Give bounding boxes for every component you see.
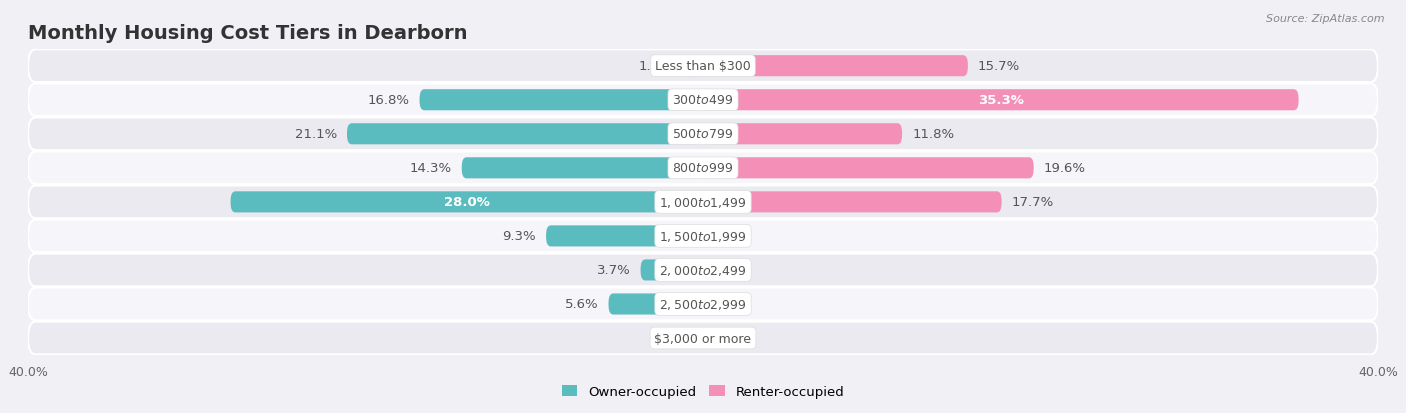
FancyBboxPatch shape (347, 124, 703, 145)
FancyBboxPatch shape (28, 84, 1378, 117)
FancyBboxPatch shape (703, 124, 903, 145)
Text: 15.7%: 15.7% (979, 60, 1021, 73)
FancyBboxPatch shape (703, 90, 1299, 111)
FancyBboxPatch shape (28, 186, 1378, 218)
Text: 5.6%: 5.6% (565, 298, 599, 311)
FancyBboxPatch shape (28, 254, 1378, 287)
Text: 3.7%: 3.7% (596, 264, 630, 277)
FancyBboxPatch shape (28, 220, 1378, 253)
FancyBboxPatch shape (28, 152, 1378, 185)
FancyBboxPatch shape (703, 56, 967, 77)
Text: 0.0%: 0.0% (713, 332, 747, 345)
Text: 0.0%: 0.0% (713, 264, 747, 277)
Text: 1.2%: 1.2% (638, 60, 672, 73)
Text: $1,500 to $1,999: $1,500 to $1,999 (659, 229, 747, 243)
Legend: Owner-occupied, Renter-occupied: Owner-occupied, Renter-occupied (557, 380, 849, 404)
Text: $1,000 to $1,499: $1,000 to $1,499 (659, 195, 747, 209)
FancyBboxPatch shape (461, 158, 703, 179)
Text: Monthly Housing Cost Tiers in Dearborn: Monthly Housing Cost Tiers in Dearborn (28, 24, 468, 43)
FancyBboxPatch shape (28, 118, 1378, 151)
Text: 21.1%: 21.1% (295, 128, 337, 141)
FancyBboxPatch shape (683, 56, 703, 77)
FancyBboxPatch shape (28, 322, 1378, 354)
FancyBboxPatch shape (28, 288, 1378, 320)
Text: 0.0%: 0.0% (713, 230, 747, 243)
FancyBboxPatch shape (703, 192, 1001, 213)
Text: Source: ZipAtlas.com: Source: ZipAtlas.com (1267, 14, 1385, 24)
Text: 17.7%: 17.7% (1012, 196, 1054, 209)
Text: 19.6%: 19.6% (1043, 162, 1085, 175)
FancyBboxPatch shape (546, 226, 703, 247)
Text: $800 to $999: $800 to $999 (672, 162, 734, 175)
Text: 0.0%: 0.0% (659, 332, 693, 345)
FancyBboxPatch shape (231, 192, 703, 213)
Text: $2,500 to $2,999: $2,500 to $2,999 (659, 297, 747, 311)
Text: 35.3%: 35.3% (977, 94, 1024, 107)
Text: 11.8%: 11.8% (912, 128, 955, 141)
Text: Less than $300: Less than $300 (655, 60, 751, 73)
FancyBboxPatch shape (28, 50, 1378, 83)
Text: 28.0%: 28.0% (444, 196, 489, 209)
Text: 14.3%: 14.3% (409, 162, 451, 175)
Text: $300 to $499: $300 to $499 (672, 94, 734, 107)
FancyBboxPatch shape (641, 260, 703, 281)
Text: $2,000 to $2,499: $2,000 to $2,499 (659, 263, 747, 277)
FancyBboxPatch shape (703, 158, 1033, 179)
Text: 9.3%: 9.3% (502, 230, 536, 243)
Text: 16.8%: 16.8% (367, 94, 409, 107)
FancyBboxPatch shape (419, 90, 703, 111)
FancyBboxPatch shape (609, 294, 703, 315)
Text: $3,000 or more: $3,000 or more (655, 332, 751, 345)
Text: 0.0%: 0.0% (713, 298, 747, 311)
Text: $500 to $799: $500 to $799 (672, 128, 734, 141)
